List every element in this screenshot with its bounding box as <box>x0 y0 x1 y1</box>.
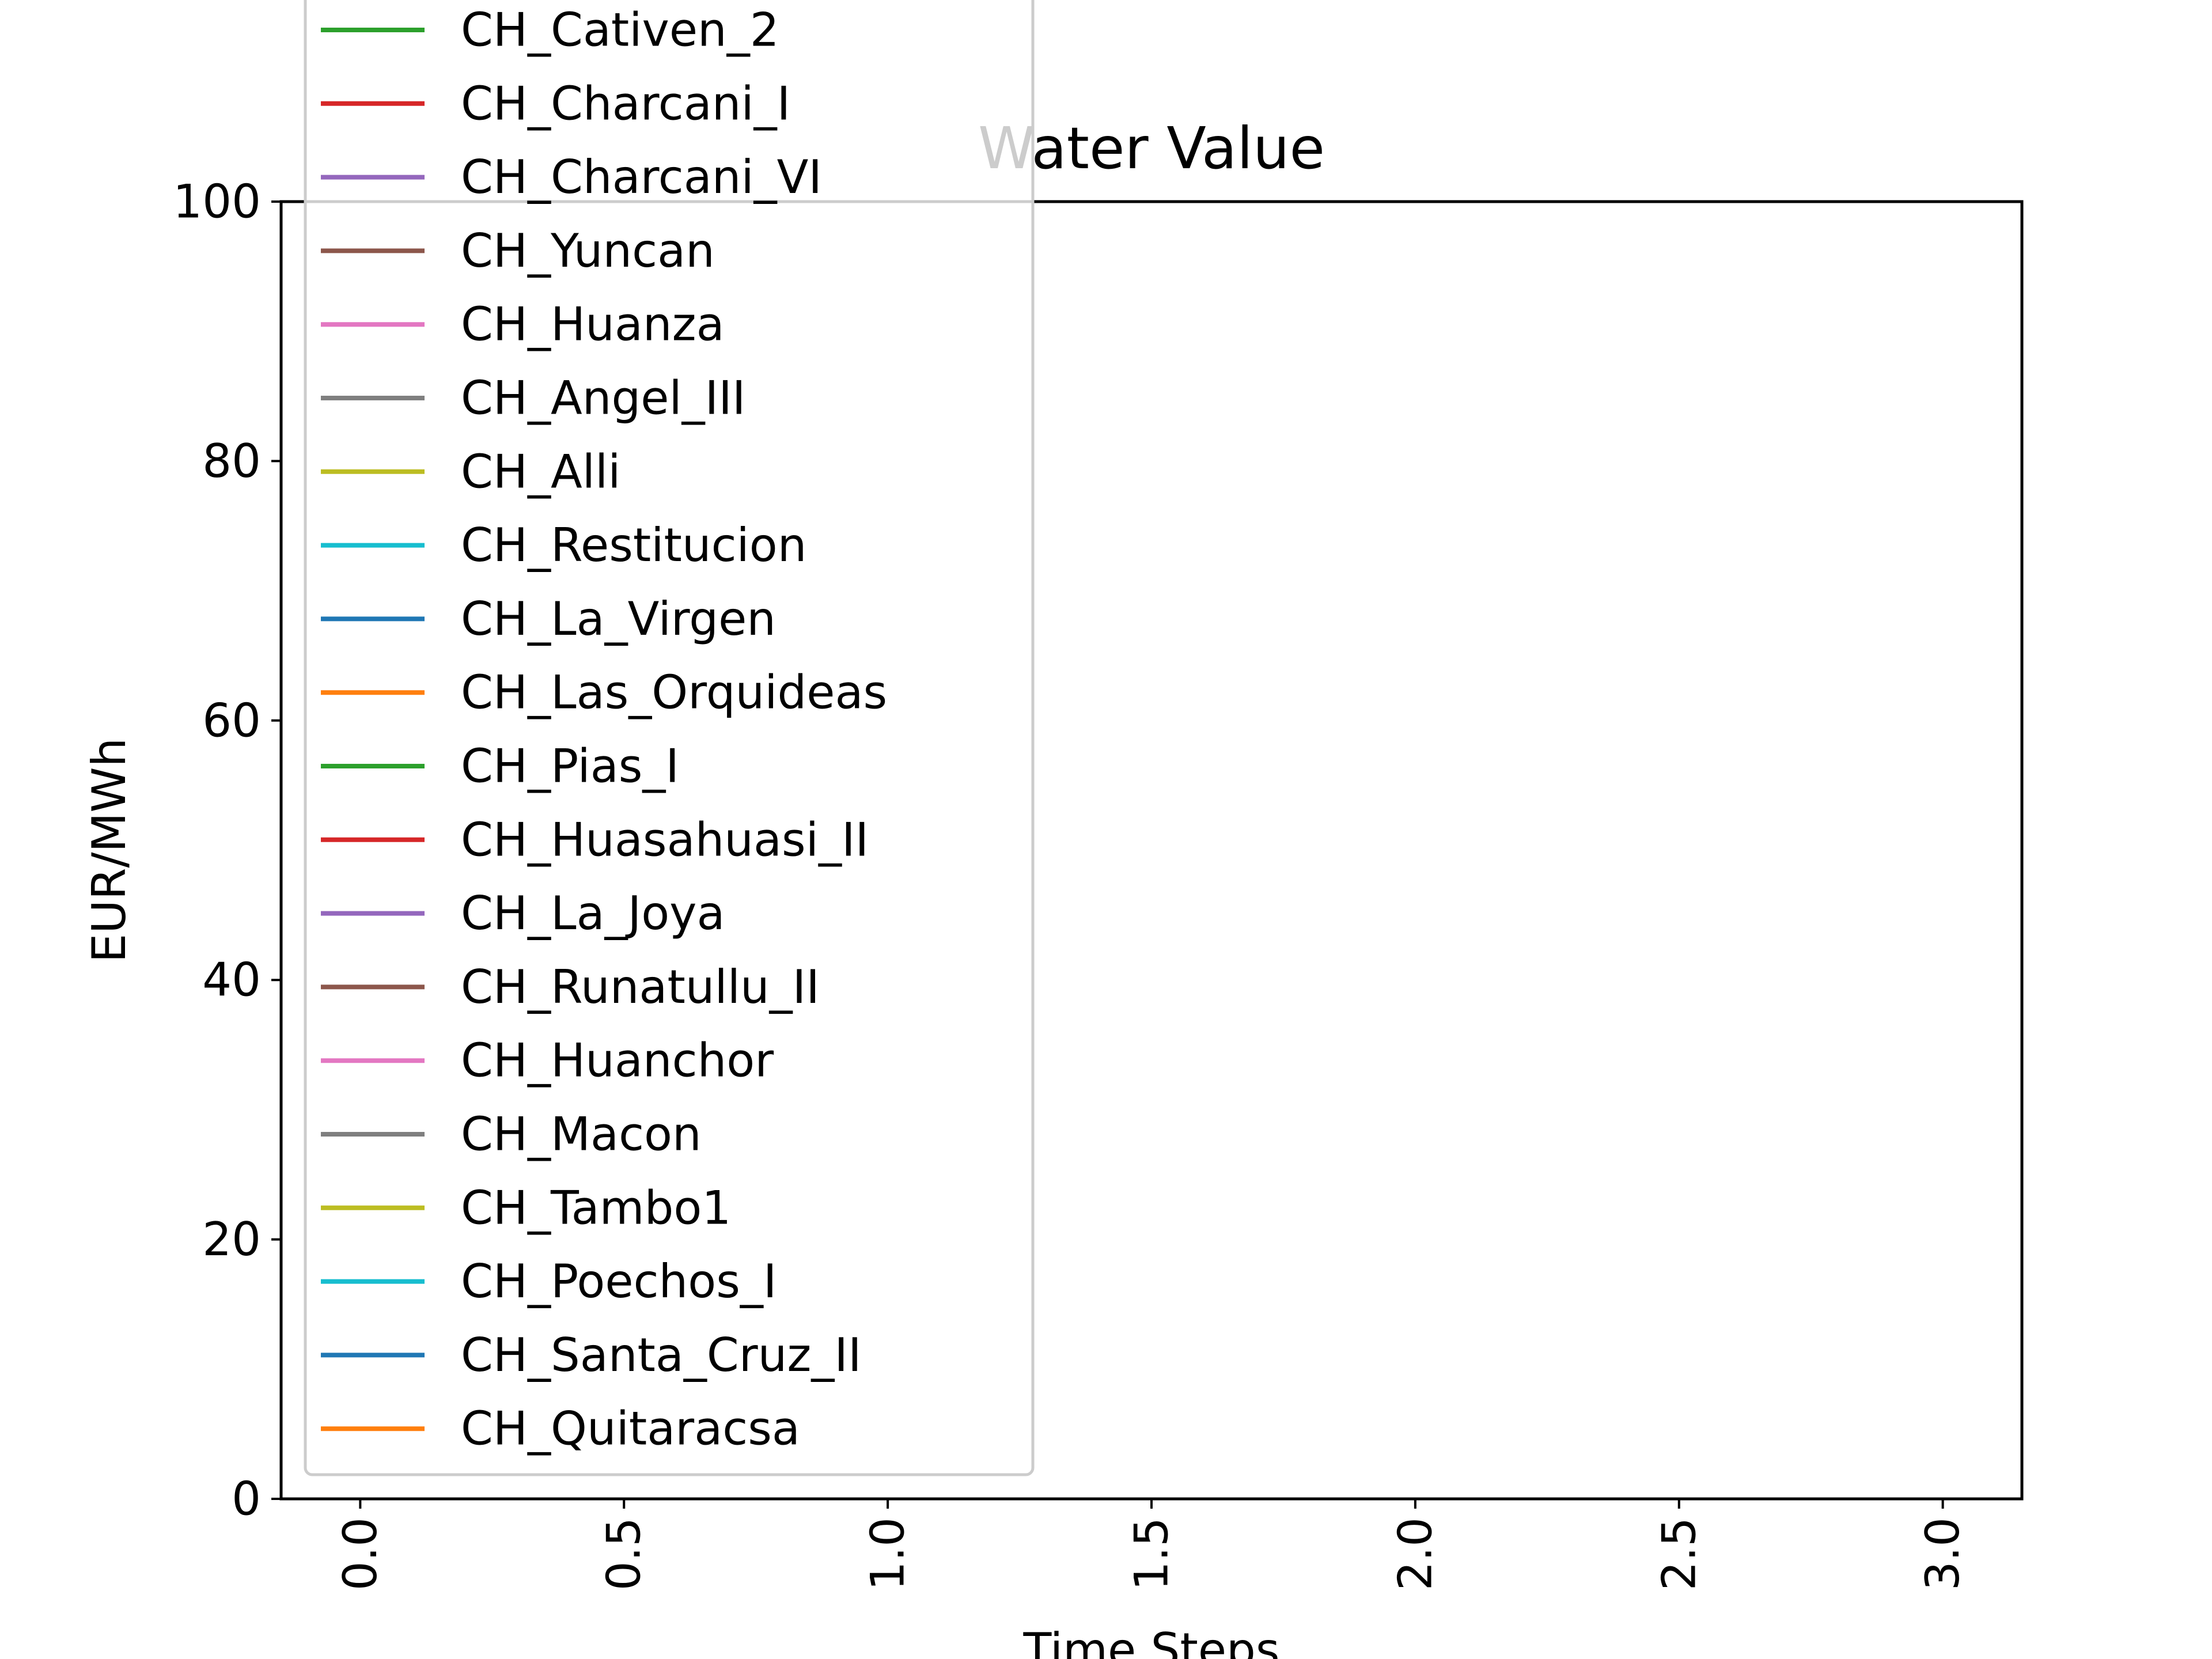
legend-label: CH_Tambo1 <box>461 1181 731 1234</box>
legend-label: CH_Restitucion <box>461 518 806 572</box>
legend-label: CH_Charcani_I <box>461 77 790 130</box>
legend-label: CH_La_Virgen <box>461 592 776 646</box>
legend-label: CH_Cativen_2 <box>461 3 779 57</box>
y-tick-label: 20 <box>202 1213 261 1266</box>
legend-label: CH_Poechos_I <box>461 1255 777 1308</box>
y-tick-label: 40 <box>202 953 261 1007</box>
y-axis-label: EUR/MWh <box>82 738 136 963</box>
legend-label: CH_Runatullu_II <box>461 960 820 1014</box>
legend-label: CH_Huanza <box>461 298 725 351</box>
x-axis-ticks: 0.0 0.5 1.0 1.5 2.0 2.5 3.0 <box>334 1499 1969 1590</box>
legend-label: CH_Macon <box>461 1108 702 1161</box>
legend-label: CH_La_Joya <box>461 887 725 940</box>
x-tick-label: 0.5 <box>597 1517 651 1590</box>
legend-label: CH_Santa_Cruz_II <box>461 1328 862 1382</box>
legend-label: CH_Yuncan <box>461 224 715 278</box>
legend-label: CH_Charcani_VI <box>461 150 822 204</box>
y-tick-label: 60 <box>202 694 261 747</box>
legend-frame <box>304 0 1035 1476</box>
legend-label: CH_Alli <box>461 445 620 498</box>
legend-label: CH_Huasahuasi_II <box>461 813 869 866</box>
y-axis-ticks: 0 20 40 60 80 100 <box>173 175 281 1526</box>
y-tick-label: 100 <box>173 175 261 229</box>
legend-label: CH_Angel_III <box>461 372 745 425</box>
legend-label: CH_Quitaracsa <box>461 1402 800 1456</box>
legend-label: CH_Pias_I <box>461 740 679 793</box>
x-tick-label: 1.5 <box>1125 1517 1179 1590</box>
x-tick-label: 2.0 <box>1388 1517 1442 1590</box>
y-tick-label: 0 <box>232 1472 261 1526</box>
x-tick-label: 1.0 <box>861 1517 915 1590</box>
legend-entries: CH_Cativen_2 CH_Charcani_I CH_Charcani_VI C… <box>321 3 887 1456</box>
legend-label: CH_Huanchor <box>461 1034 774 1088</box>
chart-title: Water Value <box>978 115 1325 182</box>
legend: CH_Cativen_2 CH_Charcani_I CH_Charcani_VI C… <box>304 0 1035 1476</box>
x-tick-label: 3.0 <box>1916 1517 1969 1590</box>
x-tick-label: 2.5 <box>1652 1517 1706 1590</box>
legend-label: CH_Las_Orquideas <box>461 666 887 719</box>
x-axis-label: Time Steps <box>1022 1623 1279 1659</box>
y-tick-label: 80 <box>202 434 261 488</box>
x-tick-label: 0.0 <box>334 1517 387 1590</box>
